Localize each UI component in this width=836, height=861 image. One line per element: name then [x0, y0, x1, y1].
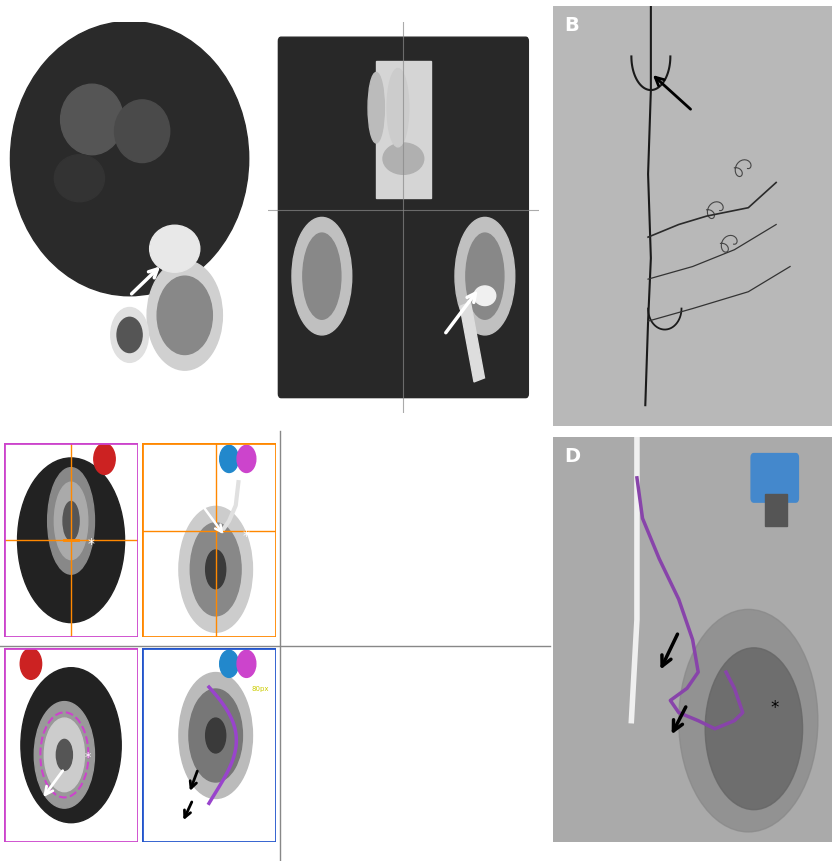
Ellipse shape	[63, 501, 79, 541]
Circle shape	[237, 650, 256, 678]
Ellipse shape	[368, 72, 385, 143]
Text: *: *	[771, 698, 779, 716]
Ellipse shape	[474, 286, 496, 306]
Ellipse shape	[21, 668, 121, 823]
Text: 80px: 80px	[252, 686, 269, 692]
Bar	[765, 494, 788, 526]
Text: *: *	[242, 530, 249, 543]
Ellipse shape	[115, 100, 170, 163]
Ellipse shape	[110, 307, 148, 362]
Ellipse shape	[157, 276, 212, 355]
Circle shape	[237, 445, 256, 473]
Text: D: D	[564, 447, 581, 466]
Circle shape	[20, 648, 42, 679]
Ellipse shape	[56, 740, 73, 771]
Ellipse shape	[117, 318, 142, 352]
Ellipse shape	[48, 468, 94, 574]
Circle shape	[94, 443, 115, 474]
Ellipse shape	[179, 506, 252, 632]
Ellipse shape	[54, 155, 104, 201]
Ellipse shape	[189, 689, 242, 782]
Ellipse shape	[206, 550, 226, 589]
Ellipse shape	[455, 218, 515, 335]
Ellipse shape	[466, 233, 504, 319]
Circle shape	[220, 445, 238, 473]
Ellipse shape	[387, 69, 409, 147]
Ellipse shape	[179, 672, 252, 798]
Text: *: *	[84, 751, 90, 764]
Ellipse shape	[705, 647, 803, 809]
Ellipse shape	[147, 261, 222, 370]
FancyBboxPatch shape	[278, 37, 528, 398]
Bar	[376, 60, 431, 198]
Ellipse shape	[303, 233, 341, 319]
Text: B: B	[564, 16, 579, 35]
Text: *: *	[87, 537, 94, 551]
Ellipse shape	[292, 218, 352, 335]
Ellipse shape	[54, 482, 88, 560]
FancyBboxPatch shape	[751, 454, 798, 502]
Ellipse shape	[679, 610, 818, 832]
Circle shape	[220, 650, 238, 678]
Bar	[460, 302, 485, 382]
Ellipse shape	[383, 143, 424, 174]
Ellipse shape	[150, 226, 200, 272]
Text: C: C	[9, 452, 24, 471]
Ellipse shape	[11, 22, 249, 295]
Text: A: A	[14, 30, 29, 49]
Ellipse shape	[60, 84, 123, 155]
Ellipse shape	[206, 718, 226, 753]
Ellipse shape	[34, 702, 94, 808]
Ellipse shape	[44, 718, 84, 792]
Ellipse shape	[191, 523, 241, 616]
Ellipse shape	[18, 458, 125, 623]
